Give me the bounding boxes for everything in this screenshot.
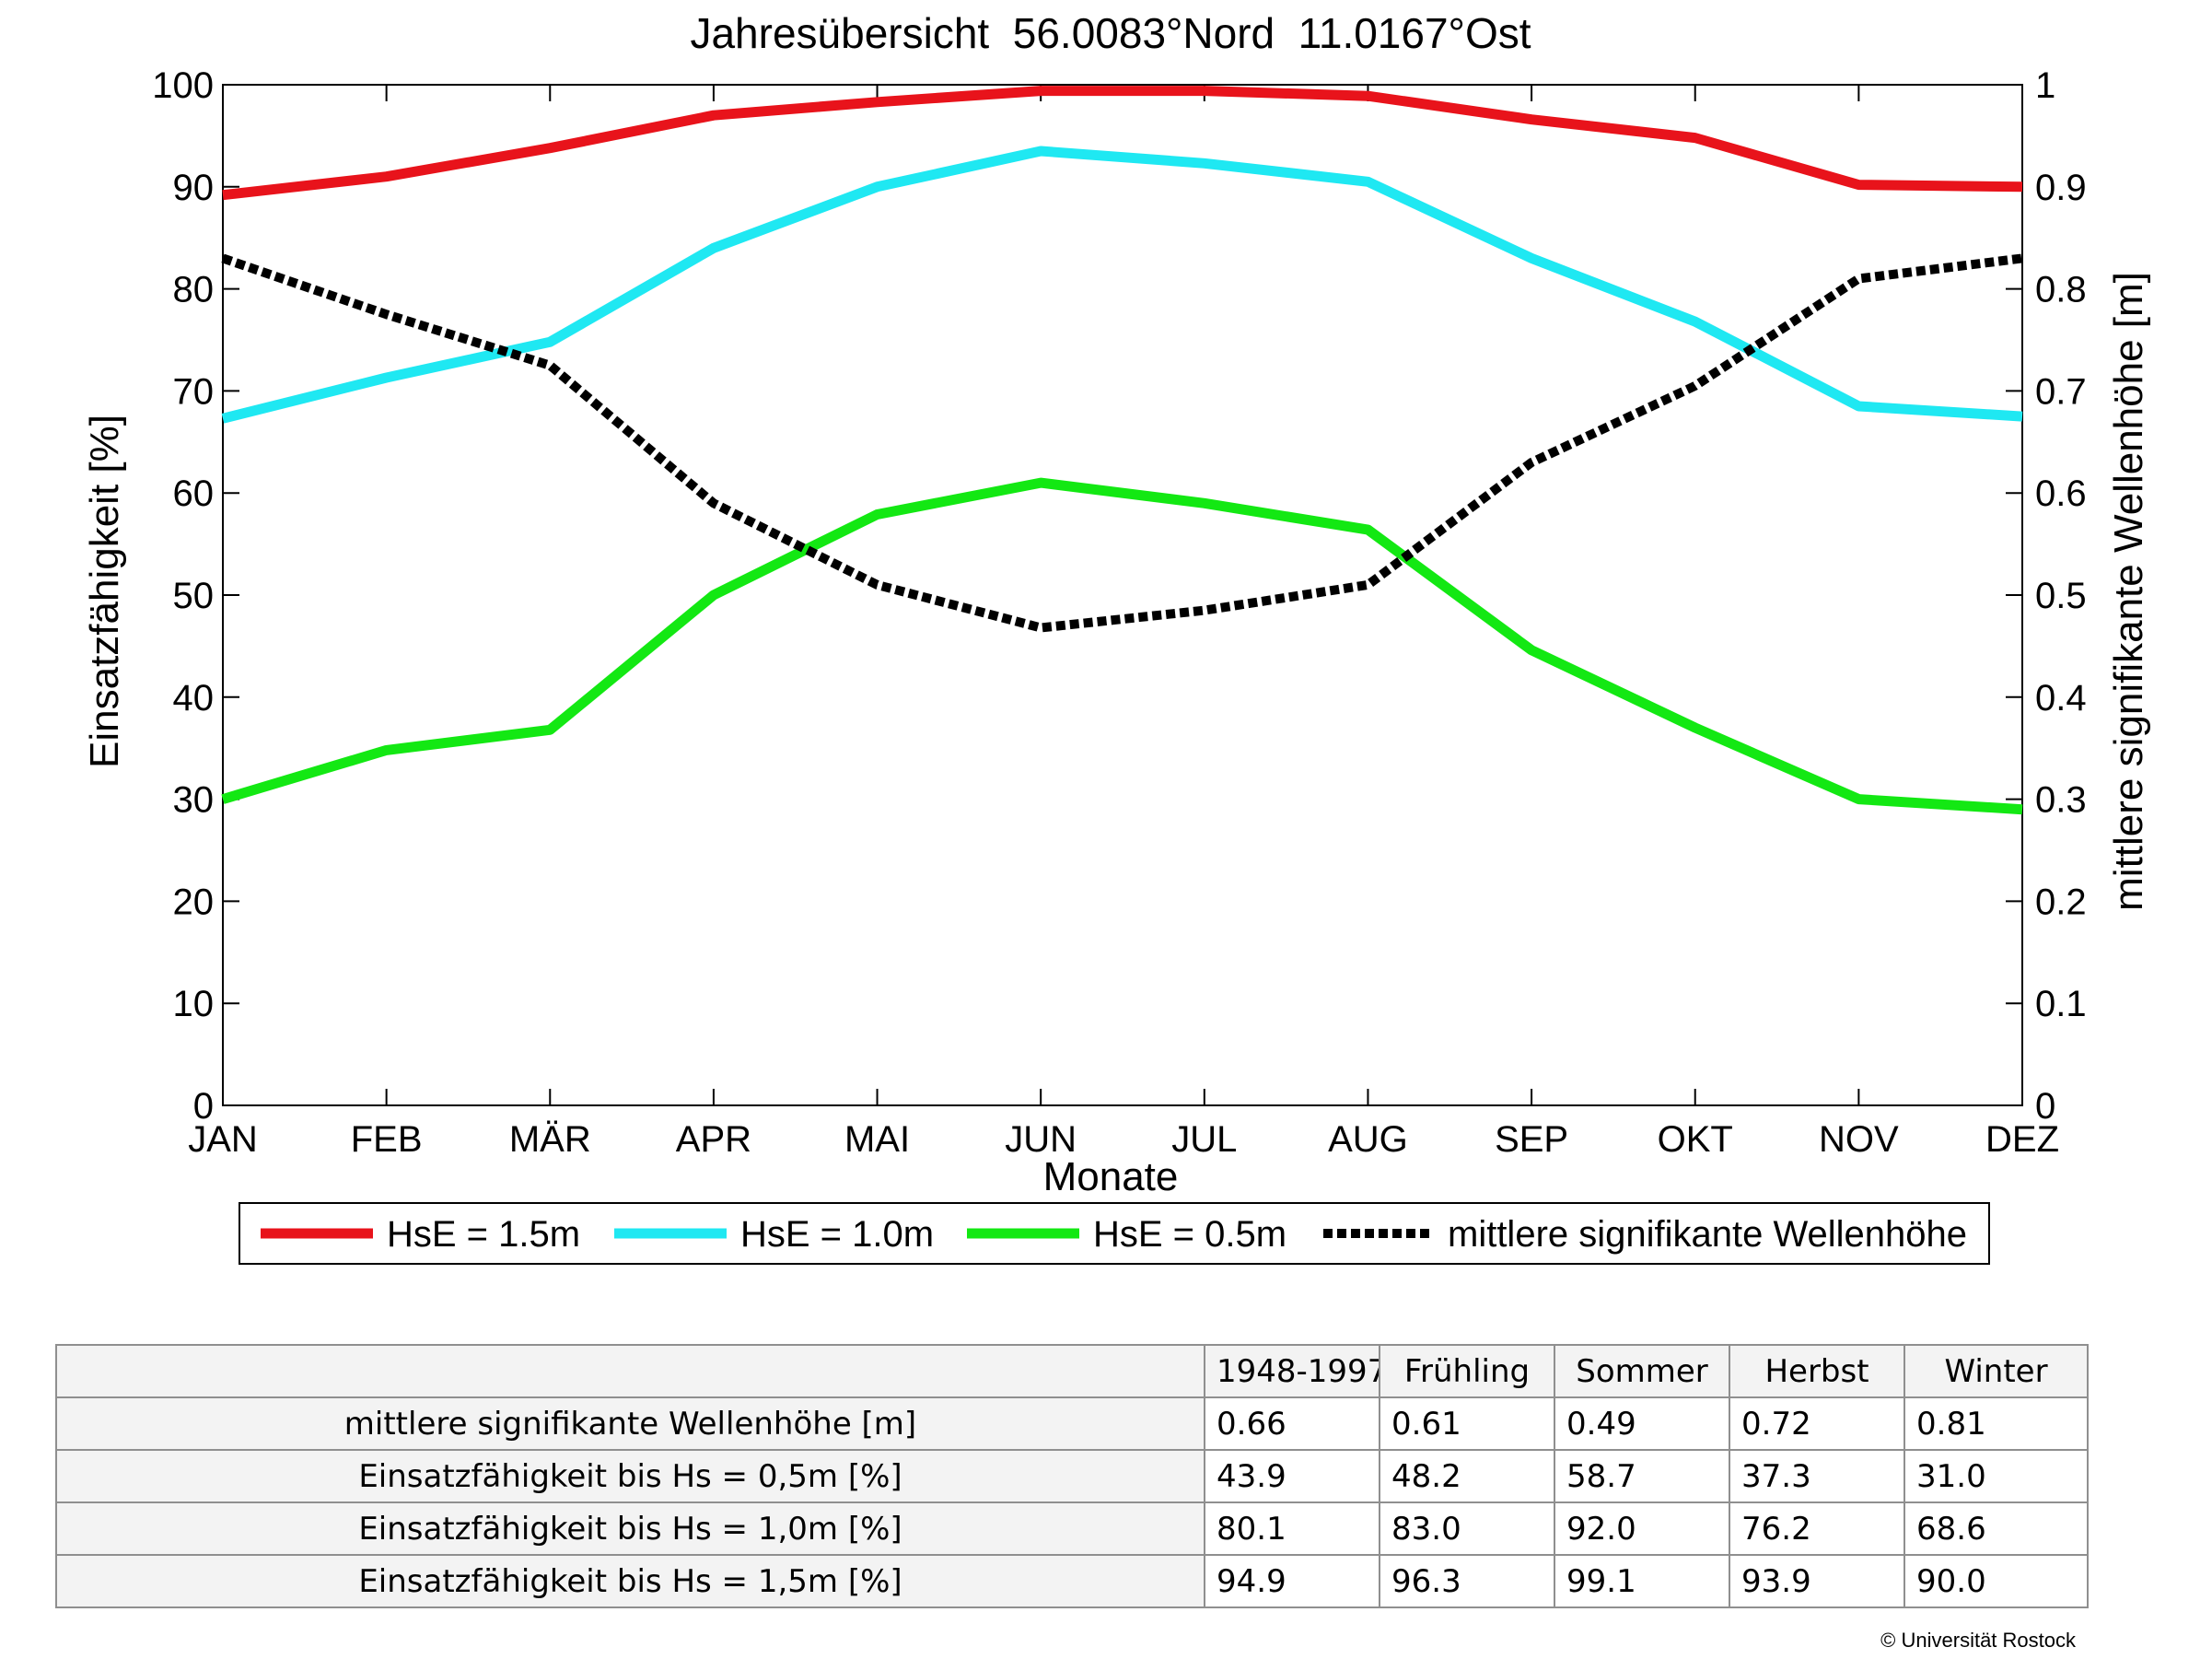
x-tick-label: MÄR xyxy=(509,1119,591,1160)
chart-title: Jahresübersicht 56.0083°Nord 11.0167°Ost xyxy=(690,9,1531,57)
row-label: Einsatzfähigkeit bis Hs = 1,5m [%] xyxy=(55,1554,1205,1608)
table-cell: 31.0 xyxy=(1903,1449,2089,1503)
table-cell: 0.61 xyxy=(1379,1396,1555,1451)
table-cell: 68.6 xyxy=(1903,1501,2089,1556)
y2-tick-label: 0.1 xyxy=(2035,984,2087,1024)
x-tick-label: SEP xyxy=(1495,1119,1568,1160)
table-header-cell: Winter xyxy=(1903,1344,2089,1398)
y2-tick-label: 0.2 xyxy=(2035,882,2087,922)
table-cell: 94.9 xyxy=(1204,1554,1380,1608)
table-header-row: 1948-1997 Frühling Sommer Herbst Winter xyxy=(55,1344,2089,1398)
row-label: Einsatzfähigkeit bis Hs = 0,5m [%] xyxy=(55,1449,1205,1503)
row-label: Einsatzfähigkeit bis Hs = 1,0m [%] xyxy=(55,1501,1205,1556)
table-cell: 80.1 xyxy=(1204,1501,1380,1556)
x-tick-label: APR xyxy=(676,1119,751,1160)
series-line-2 xyxy=(221,146,2023,424)
y2-tick-label: 0.8 xyxy=(2035,270,2087,310)
copyright-notice: © Universität Rostock xyxy=(1880,1629,2076,1652)
y2-tick-label: 0 xyxy=(2035,1086,2055,1127)
statistics-table: 1948-1997 Frühling Sommer Herbst Winter … xyxy=(55,1344,2089,1608)
table-header-cell: 1948-1997 xyxy=(1204,1344,1380,1398)
table-row: Einsatzfähigkeit bis Hs = 1,5m [%] 94.9 … xyxy=(55,1554,2089,1608)
table-cell: 58.7 xyxy=(1554,1449,1730,1503)
table-header-cell: Herbst xyxy=(1729,1344,1905,1398)
y2-axis-label: mittlere signifikante Wellenhöhe [m] xyxy=(2106,272,2151,911)
table-cell: 92.0 xyxy=(1554,1501,1730,1556)
y-tick-label: 10 xyxy=(173,984,215,1024)
y-tick-label: 0 xyxy=(193,1086,214,1127)
x-tick-label: AUG xyxy=(1328,1119,1408,1160)
table-header-cell xyxy=(55,1344,1205,1398)
row-label: mittlere signifikante Wellenhöhe [m] xyxy=(55,1396,1205,1451)
x-tick-label: JUN xyxy=(1005,1119,1077,1160)
y2-tick-label: 0.4 xyxy=(2035,678,2087,719)
x-tick-label: JAN xyxy=(188,1119,258,1160)
table-row: Einsatzfähigkeit bis Hs = 1,0m [%] 80.1 … xyxy=(55,1501,2089,1556)
table-cell: 0.66 xyxy=(1204,1396,1380,1451)
table-header-cell: Sommer xyxy=(1554,1344,1730,1398)
table-row: Einsatzfähigkeit bis Hs = 0,5m [%] 43.9 … xyxy=(55,1449,2089,1503)
table-header-cell: Frühling xyxy=(1379,1344,1555,1398)
legend-label: HsE = 0.5m xyxy=(1093,1214,1286,1255)
table-cell: 37.3 xyxy=(1729,1449,1905,1503)
y-tick-label: 30 xyxy=(173,780,215,821)
y-tick-label: 70 xyxy=(173,371,215,412)
y-tick-label: 20 xyxy=(173,882,215,922)
x-axis-label: Monate xyxy=(1043,1154,1179,1199)
x-tick-label: JUL xyxy=(1171,1119,1237,1160)
y-tick-label: 90 xyxy=(173,168,215,208)
legend-label: HsE = 1.5m xyxy=(387,1214,580,1255)
legend-box xyxy=(239,1202,1990,1265)
table-cell: 43.9 xyxy=(1204,1449,1380,1503)
y2-tick-label: 0.5 xyxy=(2035,576,2087,616)
table-row: mittlere signifikante Wellenhöhe [m] 0.6… xyxy=(55,1396,2089,1451)
plot-frame xyxy=(222,84,2023,1106)
table-cell: 93.9 xyxy=(1729,1554,1905,1608)
series-line-3 xyxy=(221,477,2023,815)
y2-tick-label: 1 xyxy=(2035,65,2055,106)
line-chart: Jahresübersicht 56.0083°Nord 11.0167°Ost… xyxy=(82,9,2151,1265)
y-tick-label: 80 xyxy=(173,270,215,310)
table-cell: 0.49 xyxy=(1554,1396,1730,1451)
legend-label: mittlere signifikante Wellenhöhe xyxy=(1448,1214,1967,1255)
legend: HsE = 1.5m HsE = 1.0m HsE = 0.5m mittlere s… xyxy=(239,1202,1990,1265)
table-cell: 76.2 xyxy=(1729,1501,1905,1556)
series-line-4 xyxy=(221,253,2023,633)
y-tick-label: 100 xyxy=(152,65,214,106)
table-cell: 96.3 xyxy=(1379,1554,1555,1608)
table-cell: 0.72 xyxy=(1729,1396,1905,1451)
series-line-1 xyxy=(222,86,2023,201)
y-tick-label: 50 xyxy=(173,576,215,616)
y2-tick-label: 0.7 xyxy=(2035,371,2087,412)
table-cell: 99.1 xyxy=(1554,1554,1730,1608)
x-tick-label: DEZ xyxy=(1985,1119,2059,1160)
x-tick-label: MAI xyxy=(844,1119,910,1160)
table-cell: 48.2 xyxy=(1379,1449,1555,1503)
y2-tick-label: 0.3 xyxy=(2035,780,2087,821)
y2-tick-label: 0.6 xyxy=(2035,473,2087,514)
table-cell: 90.0 xyxy=(1903,1554,2089,1608)
table-cell: 83.0 xyxy=(1379,1501,1555,1556)
y-tick-label: 60 xyxy=(173,473,215,514)
y-tick-label: 40 xyxy=(173,678,215,719)
legend-label: HsE = 1.0m xyxy=(740,1214,934,1255)
y2-tick-label: 0.9 xyxy=(2035,168,2087,208)
x-tick-label: FEB xyxy=(351,1119,423,1160)
x-tick-label: NOV xyxy=(1819,1119,1899,1160)
table-cell: 0.81 xyxy=(1903,1396,2089,1451)
x-tick-label: OKT xyxy=(1658,1119,1733,1160)
y-axis-label: Einsatzfähigkeit [%] xyxy=(82,415,127,768)
